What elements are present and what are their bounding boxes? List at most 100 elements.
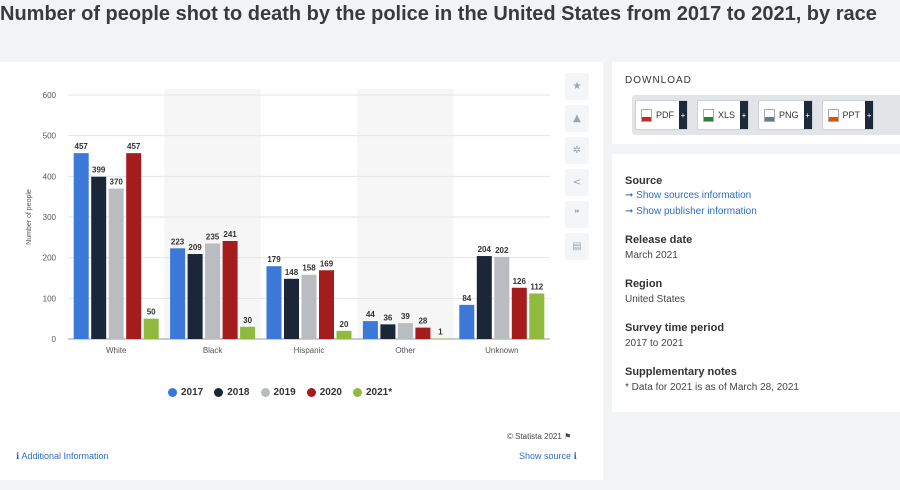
legend-item[interactable]: 2021* [353,387,392,398]
bar [284,278,299,339]
bell-icon[interactable]: ▲ [565,105,589,132]
download-xls-button[interactable]: XLS + [697,100,750,130]
show-publisher-label: Show publisher information [636,206,757,217]
bar [380,324,396,339]
legend-item[interactable]: 2019 [260,387,296,398]
star-icon[interactable]: ★ [565,73,589,100]
copyright-text: © Statista 2021 ⚑ [507,432,571,441]
additional-info-link[interactable]: ℹ Additional Information [16,451,109,462]
download-buttons: PDF + XLS + PNG + PPT + [632,95,900,135]
bar [415,327,431,339]
y-axis-title: Number of people [26,189,33,245]
legend-label: 2018 [227,387,250,398]
bar [222,240,238,339]
gear-icon[interactable]: ✲ [565,137,589,164]
data-label: 39 [401,312,410,321]
legend-label: 2017 [181,387,204,398]
bar [459,304,475,339]
info-icon: ℹ [573,451,577,461]
survey-period-value: 2017 to 2021 [625,338,684,349]
arrow-right-icon: ➞ [625,190,634,201]
y-tick-label: 600 [43,91,57,100]
data-label: 235 [206,232,220,241]
chart-toolbar: ★ ▲ ✲ < ❞ ▤ [565,73,589,265]
data-label: 202 [495,246,509,255]
data-label: 20 [340,320,349,329]
x-tick-label: Other [395,346,415,355]
region-heading: Region [625,278,663,290]
release-date-heading: Release date [625,234,693,246]
bar [240,326,256,339]
data-label: 209 [188,243,202,252]
y-tick-label: 0 [52,335,57,344]
chart-legend: 2017 2018 2019 2020 2021* [168,387,392,398]
pdf-label: PDF [656,110,674,120]
show-source-label: Show source [519,451,572,461]
share-icon[interactable]: < [565,169,589,196]
legend-label: 2021* [366,387,393,398]
data-label: 30 [243,316,252,325]
survey-period-heading: Survey time period [625,322,725,334]
additional-info-label: Additional Information [21,451,109,461]
bar [266,266,282,339]
notes-value: * Data for 2021 is as of March 28, 2021 [625,382,799,393]
data-label: 223 [171,237,185,246]
bar [73,153,89,339]
region-value: United States [625,294,686,305]
download-ppt-button[interactable]: PPT + [821,100,875,130]
data-label: 457 [127,142,141,151]
legend-swatch [214,388,224,397]
release-date-value: March 2021 [625,250,678,261]
data-label: 50 [147,308,156,317]
data-label: 112 [530,282,543,291]
show-source-link[interactable]: Show source ℹ [519,451,577,462]
bar [336,330,352,339]
y-tick-label: 300 [43,213,57,222]
x-tick-label: Unknown [485,346,518,355]
plus-icon[interactable]: + [803,101,812,129]
page-title: Number of people shot to death by the po… [0,3,877,25]
arrow-right-icon: ➞ [625,206,634,217]
data-label: 169 [320,259,334,268]
plus-icon[interactable]: + [679,101,687,129]
y-tick-label: 400 [43,172,57,181]
source-section: Source ➞ Show sources information ➞ Show… [625,174,887,220]
ppt-file-icon [827,108,839,122]
legend-label: 2019 [273,387,296,398]
xls-label: XLS [718,110,736,120]
quote-icon[interactable]: ❞ [565,201,589,228]
legend-item[interactable]: 2018 [214,387,250,398]
bar [319,270,334,339]
data-label: 28 [418,317,427,326]
plus-icon[interactable]: + [865,101,874,129]
show-sources-label: Show sources information [636,190,752,201]
pdf-file-icon [641,108,652,122]
legend-item[interactable]: 2017 [168,387,203,398]
show-sources-link[interactable]: ➞ Show sources information [625,188,887,204]
notes-heading: Supplementary notes [625,366,737,378]
bar [476,256,492,339]
bar [91,176,107,339]
x-tick-label: Hispanic [294,346,325,355]
bar [397,323,413,339]
bar [205,243,221,339]
print-icon[interactable]: ▤ [565,233,589,260]
legend-swatch [168,388,177,397]
legend-item[interactable]: 2020 [306,387,342,398]
png-label: PNG [779,110,799,120]
data-label: 158 [302,264,316,273]
flag-icon: ⚑ [564,432,572,441]
download-pdf-button[interactable]: PDF + [635,100,688,130]
legend-swatch [306,388,316,397]
data-label: 44 [366,310,375,319]
data-label: 1 [438,328,443,337]
show-publisher-link[interactable]: ➞ Show publisher information [625,204,887,220]
data-label: 241 [223,230,237,239]
y-tick-label: 200 [43,254,57,263]
bar [362,321,378,339]
data-label: 148 [285,268,299,277]
plus-icon[interactable]: + [740,101,749,129]
download-png-button[interactable]: PNG + [758,100,813,130]
legend-swatch [353,388,362,397]
bar [126,153,142,339]
